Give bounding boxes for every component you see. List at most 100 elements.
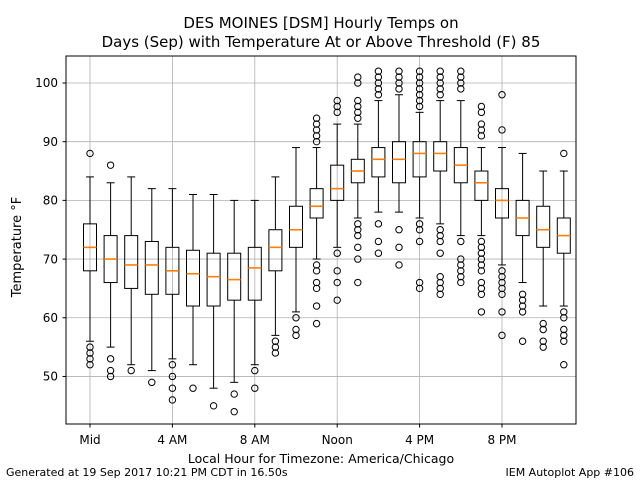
y-tick-label: 70	[43, 252, 58, 266]
outlier-marker	[374, 67, 383, 75]
outlier-marker	[354, 96, 362, 105]
outlier-marker	[395, 79, 403, 87]
iqr-box	[206, 252, 221, 307]
outlier-marker	[312, 319, 321, 328]
outlier-marker	[127, 366, 135, 375]
outlier-marker	[436, 231, 444, 240]
iqr-box	[247, 246, 262, 301]
outlier-marker	[415, 284, 424, 293]
outlier-marker	[498, 290, 506, 298]
iqr-box	[371, 147, 386, 178]
outlier-marker	[498, 267, 506, 275]
outlier-marker	[354, 226, 362, 234]
outlier-marker	[395, 67, 403, 75]
outlier-marker	[415, 73, 424, 81]
outlier-marker	[477, 126, 486, 134]
outlier-marker	[209, 402, 218, 410]
outlier-marker	[477, 255, 486, 263]
outlier-marker	[333, 296, 341, 304]
x-tick-label: 8 PM	[487, 433, 516, 447]
outlier-marker	[436, 85, 444, 93]
outlier-marker	[374, 73, 383, 81]
outlier-marker	[560, 337, 568, 345]
outlier-marker	[457, 261, 465, 269]
outlier-marker	[457, 255, 465, 263]
outlier-marker	[374, 79, 383, 87]
outlier-marker	[436, 237, 444, 246]
outlier-marker	[374, 237, 383, 246]
outlier-marker	[230, 407, 238, 416]
outlier-marker	[560, 314, 568, 322]
axes-frame	[65, 55, 577, 425]
outlier-marker	[333, 267, 341, 275]
outlier-marker	[436, 79, 444, 87]
outlier-marker	[518, 337, 527, 345]
outlier-marker	[477, 308, 486, 316]
outlier-marker	[312, 132, 321, 140]
outlier-marker	[271, 343, 280, 351]
iqr-box	[144, 240, 159, 295]
outlier-marker	[560, 149, 568, 158]
outlier-marker	[395, 226, 403, 234]
x-tick-label: Mid	[79, 433, 100, 447]
y-tick-label: 60	[43, 311, 58, 325]
outlier-marker	[457, 67, 465, 75]
outlier-marker	[477, 102, 486, 111]
outlier-marker	[251, 366, 259, 375]
iqr-box	[330, 164, 345, 201]
outlier-marker	[292, 314, 300, 322]
outlier-marker	[436, 272, 444, 281]
outlier-marker	[477, 249, 486, 257]
outlier-marker	[498, 331, 506, 340]
x-tick-label: Noon	[322, 433, 353, 447]
outlier-marker	[312, 284, 321, 293]
outlier-marker	[498, 308, 506, 316]
outlier-marker	[498, 284, 506, 293]
x-tick-label: 8 AM	[240, 433, 270, 447]
outlier-marker	[457, 272, 465, 281]
outlier-marker	[312, 261, 321, 269]
outlier-marker	[86, 343, 94, 351]
x-tick-label: 4 PM	[405, 433, 434, 447]
iqr-box	[536, 205, 551, 248]
outlier-marker	[354, 220, 362, 228]
outlier-marker	[415, 226, 424, 234]
iqr-box	[474, 170, 489, 201]
outlier-marker	[457, 73, 465, 81]
outlier-marker	[477, 290, 486, 298]
outlier-marker	[354, 114, 362, 122]
outlier-marker	[354, 255, 362, 263]
footer-generated-text: Generated at 19 Sep 2017 10:21 PM CDT in…	[6, 466, 288, 479]
iqr-box	[495, 188, 509, 219]
outlier-marker	[333, 102, 341, 111]
outlier-marker	[354, 73, 362, 81]
iqr-box	[309, 188, 324, 219]
outlier-marker	[498, 126, 506, 134]
outlier-marker	[415, 278, 424, 287]
outlier-marker	[312, 302, 321, 310]
outlier-marker	[539, 319, 547, 328]
outlier-marker	[436, 73, 444, 81]
outlier-marker	[477, 284, 486, 293]
outlier-marker	[106, 372, 115, 381]
outlier-marker	[457, 278, 465, 287]
outlier-marker	[86, 355, 94, 363]
outlier-marker	[518, 290, 527, 298]
outlier-marker	[518, 308, 527, 316]
outlier-marker	[395, 261, 403, 269]
outlier-marker	[436, 226, 444, 234]
x-tick-label: 4 AM	[157, 433, 187, 447]
outlier-marker	[168, 396, 177, 404]
outlier-marker	[354, 79, 362, 87]
iqr-box	[289, 205, 303, 248]
outlier-marker	[477, 132, 486, 140]
outlier-marker	[539, 337, 547, 345]
outlier-marker	[395, 73, 403, 81]
outlier-marker	[415, 102, 424, 111]
outlier-marker	[518, 296, 527, 304]
iqr-box	[392, 141, 406, 184]
outlier-marker	[457, 237, 465, 246]
y-tick-label: 80	[43, 194, 58, 208]
outlier-marker	[477, 120, 486, 128]
